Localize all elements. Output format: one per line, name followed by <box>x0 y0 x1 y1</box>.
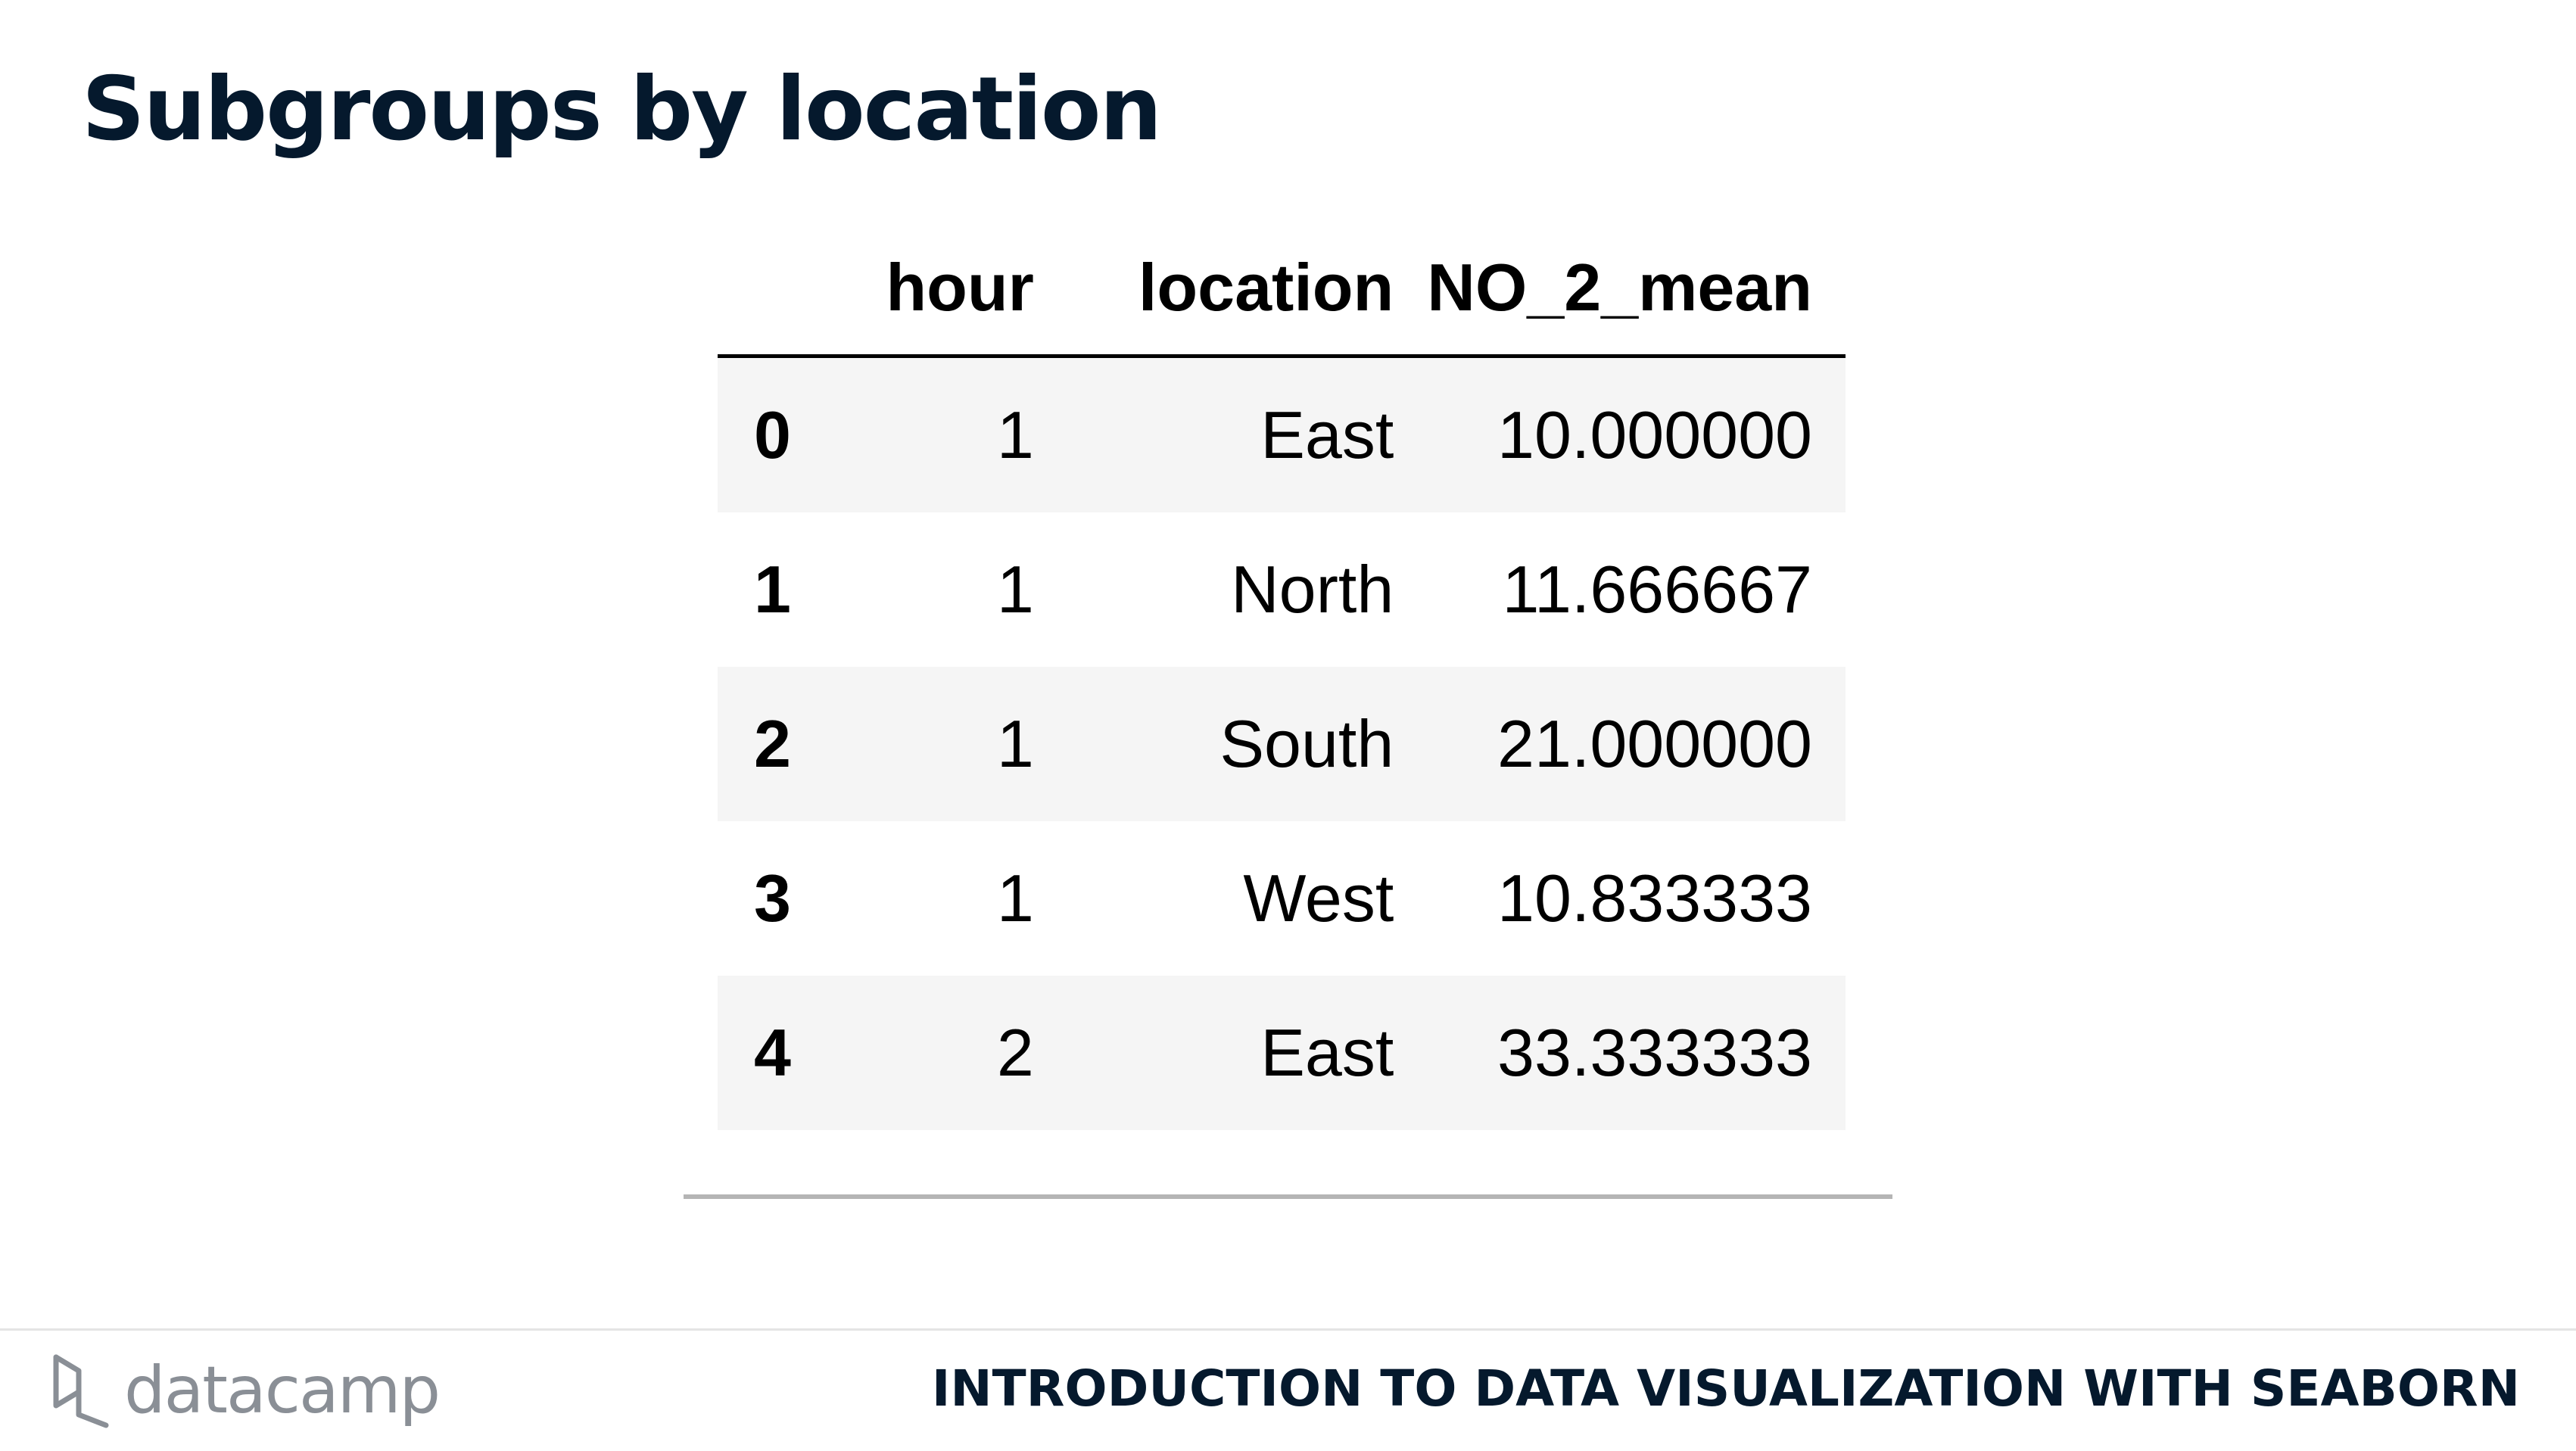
row-index: 0 <box>754 397 791 472</box>
row-index: 1 <box>754 552 791 627</box>
dataframe-table: hour location NO_2_mean 0 1 East 10.0000… <box>718 221 1846 1130</box>
slide-title: Subgroups by location <box>82 58 1162 160</box>
cell-hour: 1 <box>996 552 1034 627</box>
table-row: 3 1 West 10.833333 <box>718 821 1846 976</box>
cell-hour: 1 <box>996 706 1034 781</box>
row-index: 3 <box>754 861 791 936</box>
row-index: 2 <box>754 706 791 781</box>
cell-hour: 1 <box>996 861 1034 936</box>
datacamp-logo: datacamp <box>50 1349 441 1432</box>
column-header-no2-mean: NO_2_mean <box>1427 221 1846 358</box>
column-header-location: location <box>1067 221 1428 358</box>
cell-location: East <box>1260 1015 1394 1090</box>
cell-no2-mean: 11.666667 <box>1502 552 1812 627</box>
cell-hour: 1 <box>996 397 1034 472</box>
cell-location: West <box>1243 861 1394 936</box>
cell-location: North <box>1231 552 1394 627</box>
datacamp-logo-icon <box>53 1354 109 1428</box>
cell-no2-mean: 10.000000 <box>1497 397 1812 472</box>
cell-no2-mean: 33.333333 <box>1497 1015 1812 1090</box>
cell-hour: 2 <box>996 1015 1034 1090</box>
table-bottom-divider <box>684 1194 1892 1199</box>
cell-location: East <box>1260 397 1394 472</box>
cell-no2-mean: 21.000000 <box>1497 706 1812 781</box>
index-header <box>718 221 883 358</box>
cell-location: South <box>1219 706 1394 781</box>
brand-name: datacamp <box>124 1353 441 1428</box>
footer-divider <box>0 1328 2576 1331</box>
table-row: 1 1 North 11.666667 <box>718 512 1846 667</box>
row-index: 4 <box>754 1015 791 1090</box>
table-row: 0 1 East 10.000000 <box>718 356 1846 512</box>
cell-no2-mean: 10.833333 <box>1497 861 1812 936</box>
table-row: 4 2 East 33.333333 <box>718 976 1846 1130</box>
column-header-hour: hour <box>883 221 1067 358</box>
course-title: INTRODUCTION TO DATA VISUALIZATION WITH … <box>931 1359 2520 1418</box>
table-row: 2 1 South 21.000000 <box>718 667 1846 821</box>
table-header-row: hour location NO_2_mean <box>718 221 1846 358</box>
